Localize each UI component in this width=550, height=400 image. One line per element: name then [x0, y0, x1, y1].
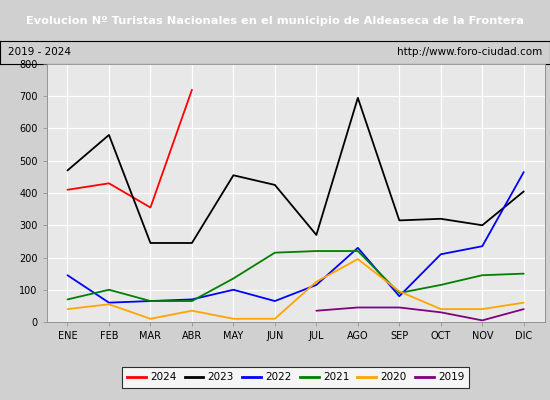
Text: 2019 - 2024: 2019 - 2024	[8, 47, 72, 57]
Legend: 2024, 2023, 2022, 2021, 2020, 2019: 2024, 2023, 2022, 2021, 2020, 2019	[122, 367, 470, 388]
Text: Evolucion Nº Turistas Nacionales en el municipio de Aldeaseca de la Frontera: Evolucion Nº Turistas Nacionales en el m…	[26, 16, 524, 26]
Text: http://www.foro-ciudad.com: http://www.foro-ciudad.com	[397, 47, 542, 57]
